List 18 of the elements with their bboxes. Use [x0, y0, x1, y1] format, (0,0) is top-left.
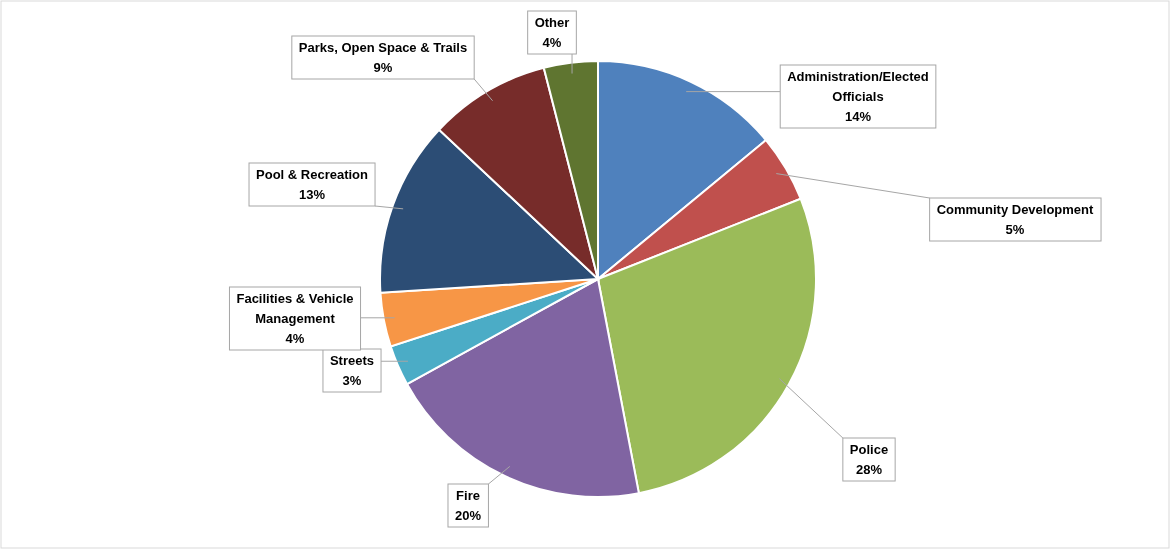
data-label: 20%	[454, 508, 482, 523]
data-label: 28%	[855, 462, 883, 477]
data-label: 5%	[1005, 222, 1025, 237]
data-label: 13%	[298, 187, 326, 202]
data-label: 4%	[542, 35, 562, 50]
slice-label: Pool & Recreation	[256, 167, 369, 182]
data-label: 4%	[285, 331, 305, 346]
data-label: 14%	[844, 109, 872, 124]
slice-label: Parks, Open Space & Trails	[298, 40, 468, 55]
slice-label: Facilities & Vehicle Management	[236, 291, 354, 326]
slice-label: Police	[849, 442, 889, 457]
slice-label: Fire	[456, 488, 480, 503]
slice-label: Streets	[329, 353, 375, 368]
data-label: 3%	[342, 373, 362, 388]
slice-label: Administration/Elected Officials	[787, 69, 929, 104]
slice-label: Other	[534, 15, 570, 30]
data-label: 9%	[373, 60, 393, 75]
slice-label: Community Development	[936, 202, 1095, 217]
